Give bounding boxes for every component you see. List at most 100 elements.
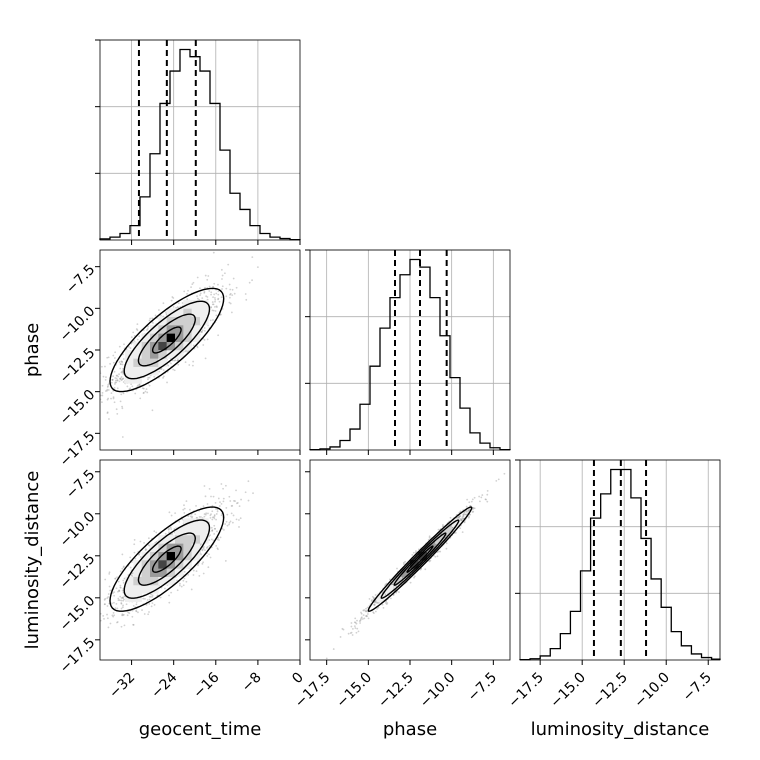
density-bin	[435, 535, 444, 544]
sample-point	[106, 617, 109, 620]
sample-point	[195, 570, 198, 573]
sample-point	[212, 309, 215, 312]
density-bin	[175, 325, 184, 334]
sample-point	[116, 374, 118, 377]
sample-point	[114, 381, 117, 384]
sample-point	[148, 384, 151, 387]
sample-point	[173, 359, 176, 362]
sample-point	[248, 281, 251, 284]
sample-point	[231, 288, 234, 291]
sample-point	[371, 599, 373, 601]
sample-point	[206, 503, 209, 505]
sample-point	[117, 590, 119, 593]
sample-point	[176, 579, 178, 582]
sample-point	[363, 609, 366, 611]
sample-point	[362, 614, 365, 617]
density-bin	[166, 341, 176, 351]
sample-point	[168, 601, 171, 604]
density-bin	[158, 341, 167, 351]
sample-point	[120, 371, 123, 374]
sample-point	[202, 344, 205, 346]
sample-point	[204, 274, 207, 277]
density-bin	[158, 551, 167, 561]
sample-point	[118, 590, 121, 593]
density-bin	[183, 535, 192, 544]
sample-point	[121, 614, 123, 617]
sample-point	[459, 527, 462, 530]
sample-point	[160, 314, 162, 317]
sample-point	[127, 345, 130, 348]
sample-point	[213, 527, 216, 530]
sample-point	[100, 619, 102, 622]
sample-point	[374, 600, 377, 603]
sample-point	[480, 496, 483, 499]
sample-point	[141, 387, 144, 390]
sample-point	[146, 327, 149, 330]
sample-point	[207, 275, 210, 277]
sample-point	[220, 268, 223, 271]
sample-point	[222, 500, 225, 503]
sample-point	[128, 612, 131, 614]
sample-point	[232, 277, 235, 280]
sample-point	[235, 489, 237, 492]
sample-point	[142, 391, 145, 394]
sample-point	[111, 592, 114, 595]
density-bin	[166, 568, 176, 577]
sample-point	[186, 298, 189, 301]
sample-point	[136, 385, 139, 388]
sample-point	[102, 614, 105, 617]
y-tick-label: −15.0	[57, 387, 99, 429]
sample-point	[105, 376, 107, 379]
sample-point	[119, 595, 122, 598]
sample-point	[460, 519, 463, 522]
sample-point	[210, 495, 212, 498]
sample-point	[229, 292, 232, 295]
sample-point	[428, 536, 431, 539]
sample-point	[113, 401, 116, 404]
sample-point	[148, 319, 151, 322]
density-bin	[125, 366, 134, 376]
sample-point	[229, 520, 232, 523]
sample-point	[202, 572, 205, 575]
sample-point	[129, 556, 132, 559]
sample-point	[96, 405, 98, 407]
sample-point	[472, 506, 474, 509]
sample-point	[445, 542, 448, 545]
sample-point	[106, 386, 109, 388]
sample-point	[130, 383, 133, 386]
sample-point	[143, 613, 146, 615]
sample-point	[478, 495, 481, 498]
density-bin	[133, 576, 142, 586]
sample-point	[212, 516, 215, 519]
sample-point	[97, 607, 99, 609]
sample-point	[251, 279, 253, 282]
density-bin	[158, 560, 167, 569]
sample-point	[503, 472, 506, 475]
sample-point	[109, 622, 112, 625]
sample-point	[234, 500, 236, 502]
sample-point	[460, 518, 462, 521]
sample-point	[339, 636, 342, 638]
sample-point	[221, 278, 223, 280]
sample-point	[150, 593, 152, 596]
sample-point	[185, 500, 188, 503]
sample-point	[215, 544, 218, 547]
sample-point	[485, 498, 487, 501]
sample-point	[233, 499, 235, 502]
sample-point	[111, 378, 114, 381]
sample-point	[145, 388, 148, 390]
sample-point	[434, 543, 437, 546]
sample-point	[148, 376, 151, 379]
sample-point	[95, 403, 97, 405]
sample-point	[115, 602, 118, 605]
sample-point	[221, 274, 224, 277]
sample-point	[458, 515, 460, 518]
sample-point	[81, 625, 83, 627]
sample-point	[215, 305, 218, 308]
histogram-step-phase	[309, 258, 511, 451]
sample-point	[381, 603, 384, 606]
sample-point	[172, 297, 175, 299]
sample-point	[214, 298, 217, 301]
sample-point	[147, 544, 150, 546]
sample-point	[219, 501, 221, 504]
